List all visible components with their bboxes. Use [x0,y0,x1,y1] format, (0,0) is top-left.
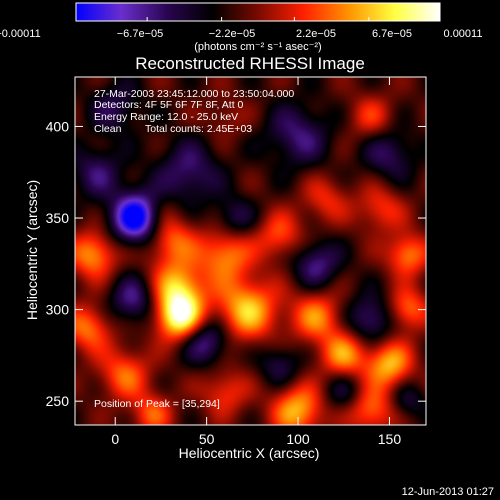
colorbar-ticks [75,17,441,21]
plot-area: 0 50 100 150 250 300 350 400 [46,76,427,447]
colorbar-tick-label: 0.00011 [444,28,483,40]
annotation-peak-position: Position of Peak = [35,294] [94,398,220,410]
colorbar-tick-label: 2.2e−05 [296,28,336,40]
annotation-total-counts: Total counts: 2.45E+03 [145,123,252,135]
x-tick-label: 50 [199,431,215,447]
colorbar-tick-label: −0.00011 [0,28,41,40]
colorbar-units: (photons cm⁻² s⁻¹ asec⁻²) [194,41,321,53]
colorbar: −0.00011 −6.7e−05 −2.2e−05 2.2e−05 6.7e−… [0,2,483,53]
y-tick-label: 350 [46,210,70,226]
colorbar-tick-label: −2.2e−05 [209,28,256,40]
x-tick-label: 0 [111,431,119,447]
image-annotations: 27-Mar-2003 23:45:12.000 to 23:50:04.000… [94,88,294,410]
y-axis-title: Heliocentric Y (arcsec) [24,180,40,320]
annotation-energy-range: Energy Range: 12.0 - 25.0 keV [94,111,238,123]
colorbar-strip [75,2,441,22]
x-axis-ticks: 0 50 100 150 [111,77,401,447]
x-tick-label: 150 [378,431,402,447]
colorbar-tick-label: 6.7e−05 [372,28,412,40]
annotation-detectors: Detectors: 4F 5F 6F 7F 8F, Att 0 [94,99,244,111]
annotation-time-range: 27-Mar-2003 23:45:12.000 to 23:50:04.000 [94,88,294,100]
colorbar-tick-label: −6.7e−05 [117,28,164,40]
y-tick-label: 400 [46,118,70,134]
y-tick-label: 250 [46,393,70,409]
x-tick-label: 100 [286,431,310,447]
annotation-method: Clean [94,123,122,135]
chart-title: Reconstructed RHESSI Image [135,54,365,73]
y-tick-label: 300 [46,302,70,318]
heatmap-image [75,77,426,425]
y-axis-ticks: 250 300 350 400 [46,118,426,409]
plot-frame [74,76,427,426]
footer-date: 12-Jun-2013 01:27 [402,486,494,498]
x-axis-title: Heliocentric X (arcsec) [179,445,320,461]
